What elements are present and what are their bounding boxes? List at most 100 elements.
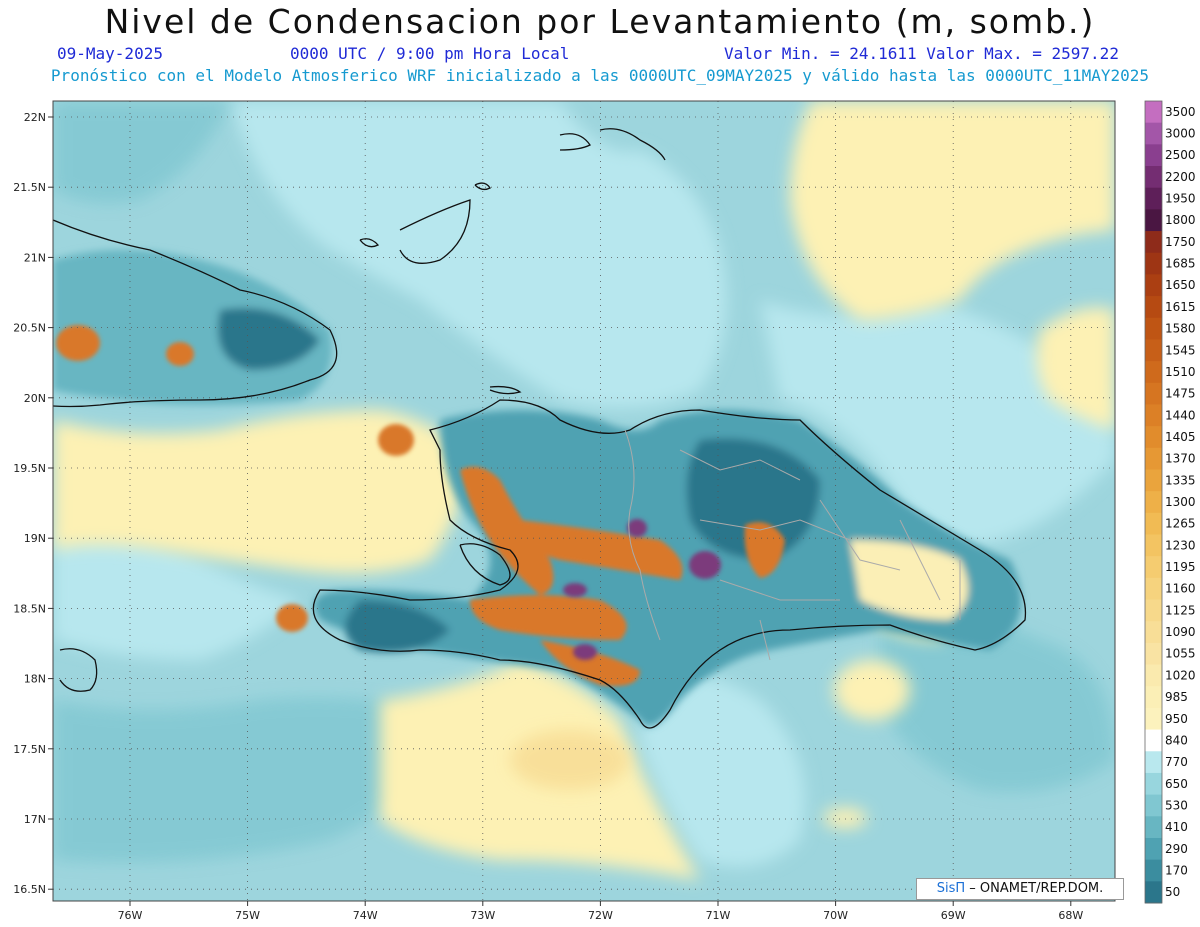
- colorbar-label: 985: [1165, 690, 1188, 704]
- colorbar-swatch: [1145, 664, 1162, 687]
- massif-hotte: [345, 600, 450, 653]
- shallow-area-north: [230, 101, 727, 408]
- colorbar-swatch: [1145, 534, 1162, 557]
- colorbar-swatch: [1145, 187, 1162, 210]
- colorbar-label: 1370: [1165, 452, 1196, 466]
- sea-patch-sw: [53, 697, 460, 863]
- shallow-area-south: [640, 673, 805, 867]
- colorbar-swatch: [1145, 404, 1162, 427]
- jamaica-coastline: [59, 648, 98, 692]
- colorbar-label: 290: [1165, 842, 1188, 856]
- gonave-island: [459, 543, 511, 586]
- border-haiti-dr: [624, 429, 661, 641]
- colorbar-swatch: [1145, 686, 1162, 709]
- ridge-southwest-sea: [276, 604, 308, 632]
- colorbar-swatch: [1145, 122, 1162, 145]
- colorbar-label: 1800: [1165, 213, 1196, 227]
- lat-tick-label: 16.5N: [13, 883, 46, 896]
- colorbar-swatch: [1145, 621, 1162, 644]
- colorbar-label: 1160: [1165, 582, 1196, 596]
- colorbar-swatch: [1145, 491, 1162, 514]
- colorbar-swatch: [1145, 837, 1162, 861]
- inagua-island: [399, 199, 471, 264]
- colorbar-label: 2200: [1165, 170, 1196, 184]
- colorbar-label: 3500: [1165, 105, 1196, 119]
- forecast-description: Pronóstico con el Modelo Atmosferico WRF…: [50, 66, 1150, 85]
- lat-tick-label: 20.5N: [13, 322, 46, 335]
- lat-tick-label: 19N: [24, 532, 46, 545]
- colorbar-label: 1090: [1165, 625, 1196, 639]
- ridge-northwest-sea: [378, 424, 414, 456]
- colorbar-label: 1650: [1165, 278, 1196, 292]
- colorbar-swatch: [1145, 426, 1162, 449]
- colorbar-swatch: [1145, 339, 1162, 362]
- max-zone-south: [573, 644, 597, 660]
- colorbar-swatch: [1145, 599, 1162, 622]
- colorbar-swatch: [1145, 859, 1162, 882]
- credit-text: – ONAMET/REP.DOM.: [965, 881, 1104, 896]
- mayaguana-island: [474, 182, 491, 191]
- colorbar-label: 1580: [1165, 322, 1196, 336]
- colorbar-swatch: [1145, 729, 1162, 752]
- credit-brand: SisΠ: [936, 881, 966, 896]
- ridge-cuba-west: [56, 325, 100, 361]
- lon-tick-label: 74W: [353, 909, 378, 922]
- colorbar-swatch: [1145, 772, 1162, 796]
- field-layer: [53, 101, 1115, 901]
- colorbar-label: 1615: [1165, 300, 1196, 314]
- turks-island: [599, 128, 666, 161]
- lat-tick-label: 22N: [24, 111, 46, 124]
- colorbar-label: 170: [1165, 863, 1188, 877]
- colorbar-swatch: [1145, 642, 1162, 666]
- colorbar-label: 1545: [1165, 343, 1196, 357]
- province-lines: [679, 449, 961, 661]
- yellow-zone-w: [53, 410, 470, 574]
- colorbar-swatch: [1145, 382, 1162, 405]
- colorbar-swatch: [1145, 209, 1162, 232]
- colorbar-label: 840: [1165, 733, 1188, 747]
- max-zone-dr: [689, 551, 721, 579]
- colorbar-swatch: [1145, 361, 1162, 384]
- colorbar-swatch: [1145, 144, 1162, 167]
- colorbar-label: 50: [1165, 885, 1180, 899]
- ridge-dr-east: [744, 522, 785, 578]
- colorbar-swatch: [1145, 577, 1162, 601]
- lon-tick-label: 71W: [706, 909, 731, 922]
- yellow-zone-ne: [790, 101, 1115, 320]
- tortuga-island: [489, 385, 522, 395]
- colorbar-label: 1440: [1165, 408, 1196, 422]
- map-title: Nivel de Condensacion por Levantamiento …: [104, 2, 1096, 41]
- colorbar-label: 950: [1165, 712, 1188, 726]
- caicos-island: [559, 133, 591, 151]
- colorbar-label: 530: [1165, 798, 1188, 812]
- colorbar-label: 1475: [1165, 387, 1196, 401]
- colorbar-label: 650: [1165, 777, 1188, 791]
- shallow-area-west: [53, 533, 300, 660]
- lat-tick-label: 18N: [24, 673, 46, 686]
- colorbar-label: 1230: [1165, 538, 1196, 552]
- latitude-labels: 22N 21.5N 21N 20.5N 20N 19.5N 19N 18.5N 18N 17.5N…: [13, 111, 53, 896]
- ridge-south: [470, 595, 627, 640]
- ridge-sierra-bahoruco: [540, 640, 640, 686]
- colorbar-swatch: [1145, 296, 1162, 319]
- colorbar-swatch: [1145, 252, 1162, 275]
- colorbar: 3500 3000 2500 2200 1950 1800 1750 1685 1650 1615…: [1144, 100, 1196, 904]
- credit-box: SisΠ – ONAMET/REP.DOM.: [916, 878, 1124, 900]
- colorbar-label: 1950: [1165, 192, 1196, 206]
- colorbar-swatch: [1145, 751, 1162, 774]
- cuba-coastline: [53, 219, 338, 408]
- colorbar-label: 1195: [1165, 560, 1196, 574]
- lat-tick-label: 21.5N: [13, 181, 46, 194]
- colorbar-swatch: [1145, 794, 1162, 817]
- plot-frame: [52, 100, 1116, 902]
- lat-tick-label: 20N: [24, 392, 46, 405]
- colorbar-swatch: [1145, 447, 1162, 470]
- yellow-blob-far-se: [823, 808, 867, 828]
- lat-tick-label: 18.5N: [13, 602, 46, 615]
- ridge-cuba-east: [166, 342, 194, 366]
- ridge-central: [520, 520, 683, 580]
- cuba-mountains: [218, 308, 320, 370]
- min-max-values: Valor Min. = 24.1611 Valor Max. = 2597.2…: [724, 44, 1119, 63]
- colorbar-swatch: [1145, 816, 1162, 839]
- lat-tick-label: 21N: [24, 251, 46, 264]
